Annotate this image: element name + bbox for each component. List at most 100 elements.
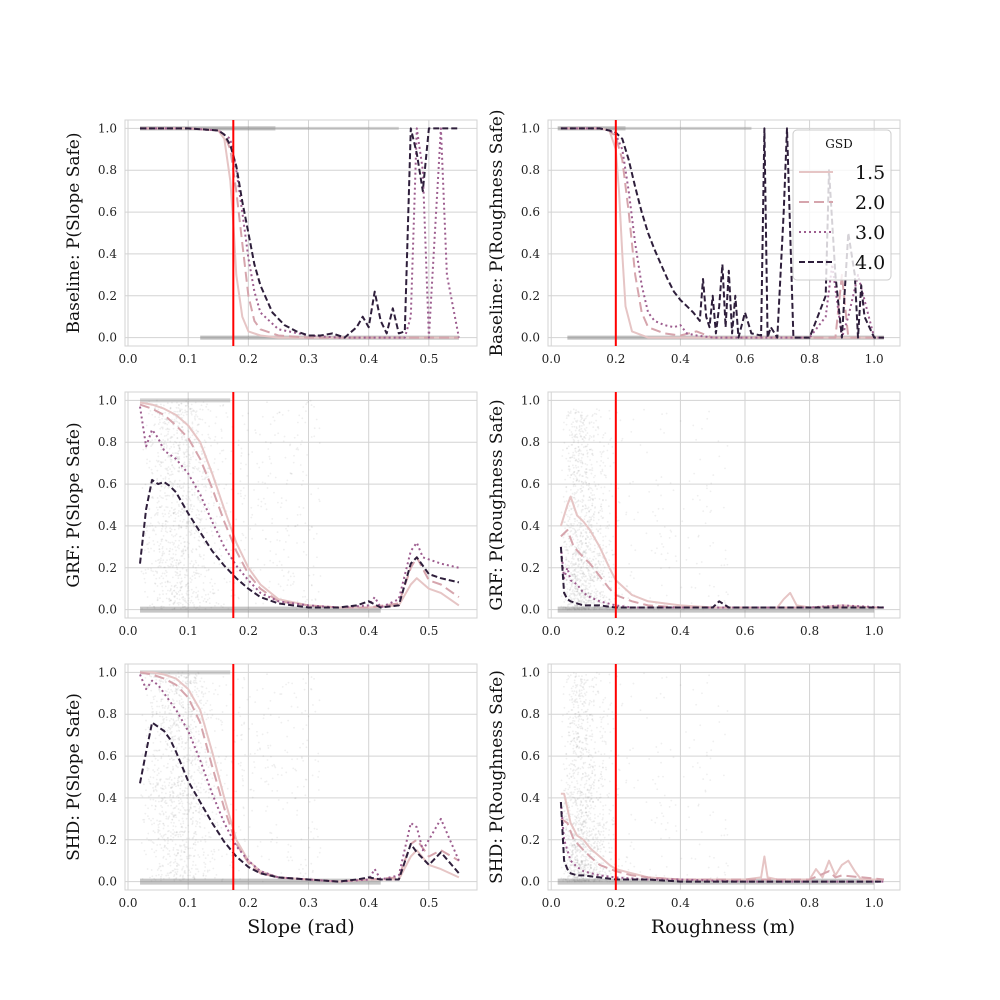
scatter-point bbox=[604, 579, 607, 582]
scatter-point bbox=[183, 831, 186, 833]
scatter-point bbox=[580, 880, 583, 883]
scatter-point bbox=[203, 460, 206, 463]
scatter-point bbox=[179, 793, 181, 796]
scatter-point bbox=[572, 607, 575, 610]
scatter-point bbox=[226, 787, 229, 790]
scatter-point bbox=[576, 460, 579, 463]
scatter-point bbox=[589, 577, 592, 579]
scatter-point bbox=[575, 732, 578, 735]
scatter-point bbox=[598, 833, 601, 836]
scatter-point bbox=[168, 553, 171, 556]
scatter-point bbox=[193, 876, 196, 879]
scatter-point bbox=[197, 782, 200, 784]
scatter-point bbox=[594, 879, 596, 881]
scatter-point bbox=[578, 411, 580, 414]
scatter-point bbox=[147, 543, 149, 546]
scatter-point bbox=[146, 525, 149, 528]
scatter-point bbox=[181, 498, 184, 501]
scatter-point bbox=[284, 456, 287, 459]
scatter-point bbox=[583, 701, 585, 703]
scatter-point bbox=[195, 432, 198, 435]
scatter-point bbox=[602, 499, 604, 501]
scatter-point bbox=[591, 714, 594, 717]
scatter-point bbox=[690, 602, 693, 605]
scatter-point bbox=[602, 544, 605, 547]
scatter-point bbox=[578, 594, 581, 597]
scatter-point bbox=[594, 507, 596, 509]
scatter-point bbox=[660, 567, 662, 570]
scatter-point bbox=[171, 724, 174, 727]
scatter-point bbox=[669, 482, 672, 484]
scatter-point bbox=[171, 464, 174, 466]
scatter-point bbox=[593, 608, 596, 610]
scatter-point bbox=[593, 571, 596, 574]
scatter-point bbox=[687, 536, 690, 539]
scatter-point bbox=[570, 507, 573, 510]
scatter-point bbox=[169, 776, 171, 779]
scatter-point bbox=[595, 605, 598, 608]
scatter-point bbox=[182, 779, 185, 782]
scatter-point bbox=[168, 454, 171, 457]
scatter-point bbox=[582, 421, 584, 424]
scatter-point bbox=[584, 462, 587, 465]
scatter-point bbox=[564, 585, 567, 588]
scatter-point bbox=[251, 796, 254, 799]
scatter-point bbox=[162, 461, 164, 464]
scatter-point bbox=[207, 471, 209, 474]
scatter-point bbox=[197, 480, 199, 483]
scatter-point bbox=[169, 871, 172, 874]
series-line-gsd-4-0 bbox=[139, 721, 460, 883]
scatter-point bbox=[573, 564, 576, 566]
scatter-point bbox=[596, 871, 598, 874]
scatter-point bbox=[290, 705, 293, 708]
scatter-point bbox=[588, 422, 591, 425]
scatter-point bbox=[159, 715, 161, 718]
scatter-point bbox=[566, 854, 568, 857]
scatter-point bbox=[583, 820, 586, 823]
scatter-point bbox=[201, 771, 204, 774]
scatter-point bbox=[579, 534, 582, 537]
scatter-point bbox=[170, 871, 172, 874]
scatter-point bbox=[207, 788, 210, 791]
scatter-point bbox=[164, 569, 167, 572]
scatter-point bbox=[156, 730, 159, 733]
scatter-point bbox=[612, 553, 615, 556]
scatter-point bbox=[201, 528, 204, 530]
scatter-point bbox=[182, 812, 184, 815]
scatter-point bbox=[186, 410, 189, 413]
scatter-point bbox=[188, 710, 190, 713]
scatter-point bbox=[194, 676, 197, 679]
scatter-point bbox=[159, 506, 161, 508]
scatter-point bbox=[254, 429, 257, 432]
scatter-point bbox=[195, 682, 198, 685]
scatter-point bbox=[661, 543, 663, 545]
scatter-point bbox=[166, 742, 169, 745]
scatter-point bbox=[166, 842, 169, 845]
scatter-point bbox=[571, 464, 574, 467]
scatter-point bbox=[584, 761, 587, 764]
scatter-point bbox=[181, 438, 184, 441]
scatter-point bbox=[571, 709, 574, 711]
scatter-point bbox=[573, 552, 576, 555]
scatter-point bbox=[695, 438, 698, 441]
scatter-point bbox=[600, 455, 603, 458]
scatter-point bbox=[571, 690, 574, 693]
scatter-point bbox=[190, 715, 193, 718]
scatter-point bbox=[277, 432, 280, 435]
scatter-point bbox=[167, 438, 169, 441]
scatter-point bbox=[575, 553, 577, 556]
scatter-point bbox=[178, 730, 181, 732]
scatter-point bbox=[589, 818, 592, 821]
scatter-point bbox=[573, 587, 576, 589]
scatter-point bbox=[591, 602, 594, 604]
scatter-point bbox=[150, 705, 153, 708]
scatter-point bbox=[606, 449, 609, 452]
scatter-point bbox=[175, 805, 178, 808]
scatter-point bbox=[573, 608, 576, 611]
scatter-point bbox=[160, 757, 163, 760]
scatter-point bbox=[583, 436, 585, 439]
scatter-point bbox=[257, 589, 260, 592]
scatter-point bbox=[605, 596, 608, 599]
scatter-point bbox=[163, 422, 166, 425]
scatter-point bbox=[583, 814, 585, 817]
